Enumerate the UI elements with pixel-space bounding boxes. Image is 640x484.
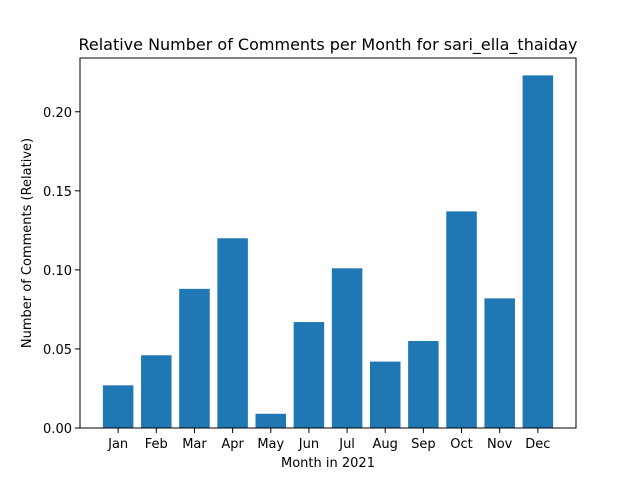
bar-apr	[217, 238, 248, 428]
bar-may	[255, 413, 287, 428]
bars-layer	[102, 75, 554, 428]
x-tick-label-jan: Jan	[107, 437, 128, 452]
x-tick-label-dec: Dec	[525, 437, 550, 452]
x-tick-label-aug: Aug	[373, 437, 398, 452]
x-tick-label-mar: Mar	[182, 437, 207, 452]
plot-frame	[79, 57, 577, 429]
x-tick-label-may: May	[257, 437, 284, 452]
bar-dec	[522, 75, 554, 428]
x-tick-label-apr: Apr	[221, 437, 244, 452]
x-tick-label-oct: Oct	[450, 437, 472, 452]
bar-aug	[369, 361, 401, 428]
y-tick-label-2: 0.10	[43, 264, 72, 279]
bar-jan	[102, 385, 134, 428]
bar-mar	[179, 288, 210, 428]
x-tick-label-sep: Sep	[411, 437, 436, 452]
y-tick-label-3: 0.15	[43, 185, 72, 200]
bar-oct	[446, 211, 477, 428]
x-tick-label-nov: Nov	[487, 437, 513, 452]
x-tick-label-jun: Jun	[298, 437, 319, 452]
y-axis: 0.00 0.05 0.10 0.15 0.20	[43, 106, 80, 437]
chart-title: Relative Number of Comments per Month fo…	[78, 35, 577, 55]
x-tick-label-jul: Jul	[338, 437, 355, 452]
y-axis-title: Number of Comments (Relative)	[20, 138, 35, 348]
bar-feb	[141, 355, 172, 428]
bar-nov	[484, 298, 515, 428]
x-axis: Jan Feb Mar Apr May Jun Jul Aug Sep Oct Nov Dec	[107, 428, 550, 452]
x-tick-label-feb: Feb	[145, 437, 168, 452]
y-tick-label-0: 0.00	[43, 422, 72, 437]
bar-jul	[331, 268, 363, 428]
bar-jun	[293, 322, 325, 428]
bar-sep	[408, 341, 439, 428]
y-tick-label-4: 0.20	[43, 106, 72, 121]
x-axis-title: Month in 2021	[281, 456, 375, 471]
y-tick-label-1: 0.05	[43, 343, 72, 358]
